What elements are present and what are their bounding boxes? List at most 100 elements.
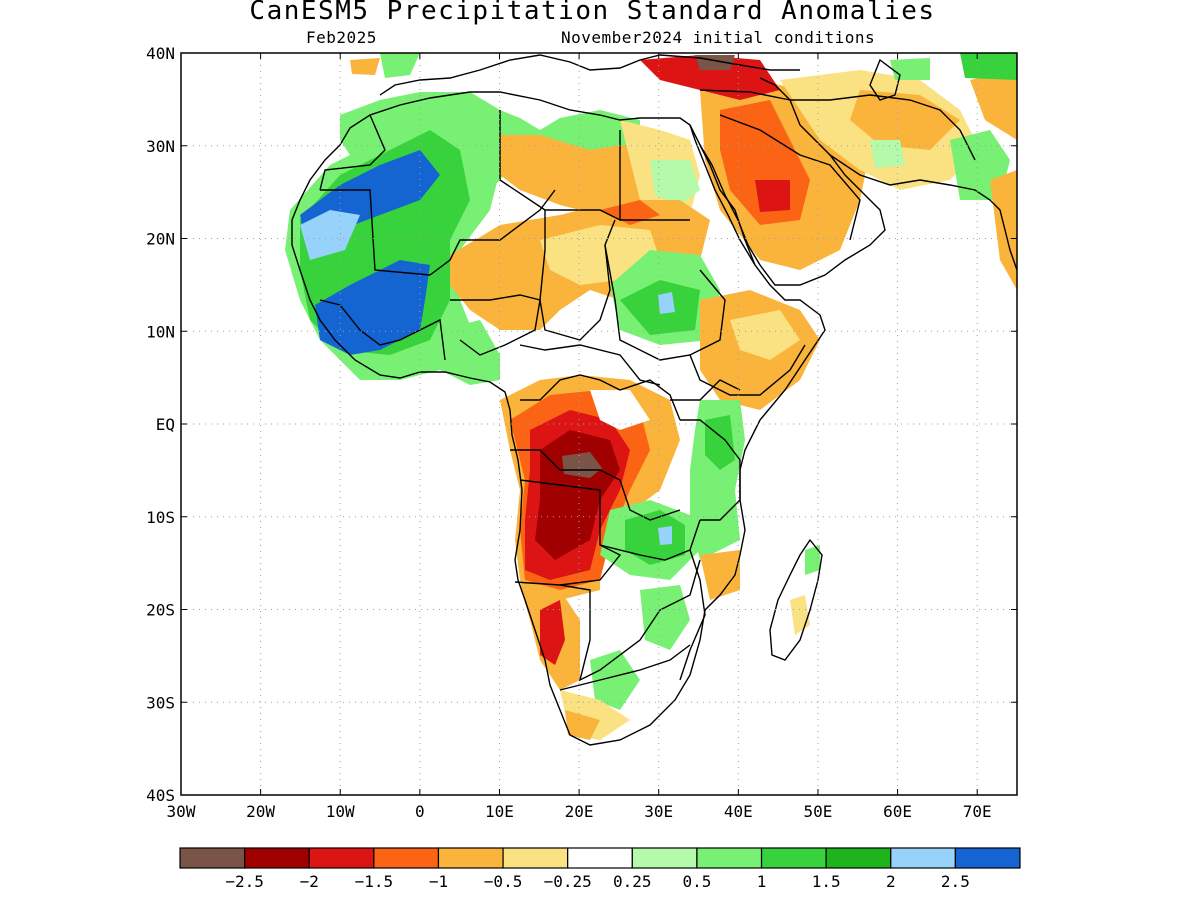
anomaly-cape-orange: [565, 710, 600, 740]
map-grid: [181, 53, 1017, 795]
border-cameroon-car: [519, 344, 661, 386]
lat-tick-label: 20N: [146, 230, 175, 249]
border-drc-south: [510, 449, 681, 521]
colorbar-label: 0.25: [613, 872, 652, 891]
coastlines: [291, 54, 1017, 746]
anomaly-europe-green: [380, 53, 420, 78]
anomaly-west-africa-lightblue: [300, 210, 360, 260]
colorbar-label: −0.25: [544, 872, 592, 891]
colorbar-label: 1.5: [812, 872, 841, 891]
colorbar-swatch: [825, 847, 892, 869]
border-algeria-mali: [320, 189, 431, 276]
anomaly-east-africa-dark: [705, 415, 735, 470]
lat-tick-label: EQ: [156, 415, 175, 434]
border-mali-niger: [429, 189, 556, 276]
border-turkey-syria: [699, 89, 791, 101]
lon-tick-label: 20W: [246, 802, 275, 821]
anomaly-namibia-red: [540, 600, 565, 665]
anomaly-madagascar-green: [805, 545, 820, 575]
border-caspian: [869, 58, 901, 101]
colorbar-swatch: [696, 847, 763, 869]
anomaly-caucasus-green: [890, 58, 930, 80]
europe-coastline: [379, 54, 800, 96]
colorbar-swatch: [760, 847, 827, 869]
colorbar-swatch: [308, 847, 375, 869]
lon-tick-label: 40E: [724, 802, 753, 821]
border-congo-drc: [520, 374, 681, 421]
anomaly-iran-orange: [850, 90, 960, 150]
colorbar-swatch: [954, 847, 1021, 869]
border-south-africa: [559, 644, 691, 691]
anomaly-horn-yellow: [730, 310, 800, 360]
lon-tick-label: 10E: [485, 802, 514, 821]
border-morocco-algeria: [319, 114, 386, 191]
border-west-africa-small: [319, 299, 446, 361]
lat-tick-label: 30N: [146, 137, 175, 156]
africa-coastline: [291, 91, 826, 746]
colorbar-label: 1: [757, 872, 767, 891]
anomaly-europe-orange: [350, 58, 380, 75]
colorbar-label: −0.5: [484, 872, 523, 891]
colorbar-legend: −2.5 −2 −1.5 −1 −0.5 −0.25 0.25 0.5 1 1.5 2 2.5: [179, 847, 1021, 891]
anomaly-iran-green: [870, 140, 905, 168]
lat-tick-label: 40N: [146, 44, 175, 63]
madagascar-coastline: [769, 538, 823, 661]
anomaly-congo-white: [590, 390, 650, 430]
colorbar-label: 0.5: [682, 872, 711, 891]
anomaly-madagascar-yellow: [790, 595, 810, 635]
anomaly-central-asia-green: [960, 53, 1017, 80]
lon-tick-label: 0: [415, 802, 425, 821]
lon-tick-label: 30E: [644, 802, 673, 821]
colorbar-swatch: [567, 847, 633, 869]
border-nigeria: [450, 294, 541, 356]
anomaly-central-brown: [562, 452, 602, 478]
anomaly-arabia-red: [755, 180, 790, 212]
anomaly-mozambique-orange: [700, 550, 740, 600]
red-sea-coast: [689, 124, 756, 266]
border-angola: [514, 479, 622, 586]
colorbar-swatch: [244, 847, 310, 869]
colorbar-swatch: [179, 847, 246, 869]
border-namibia-botswana: [559, 559, 701, 682]
border-libya: [499, 110, 621, 222]
lon-tick-label: 20E: [565, 802, 594, 821]
lon-tick-label: 10W: [326, 802, 355, 821]
anomaly-chad-orange: [600, 200, 660, 225]
map-title: CanESM5 Precipitation Standard Anomalies: [249, 0, 936, 26]
colorbar-swatch: [502, 847, 569, 869]
lon-tick-label: 60E: [883, 802, 912, 821]
valid-month-label: Feb2025: [306, 28, 377, 47]
lon-tick-label: 70E: [963, 802, 992, 821]
border-zambia: [599, 519, 701, 561]
axis-ticks: [180, 52, 1017, 796]
anomaly-gulf-guinea-green: [440, 320, 500, 385]
iran-coastline: [829, 154, 1017, 271]
border-tanzania: [680, 419, 741, 521]
axis-tick-labels: 30W 20W 10W 0 10E 20E 30E 40E 50E 60E 70E 40N 30N 20N…: [146, 44, 992, 821]
colorbar-label: −1.5: [355, 872, 394, 891]
lat-tick-label: 10N: [146, 322, 175, 341]
anomaly-botswana-green: [640, 585, 690, 650]
border-sudan: [604, 244, 726, 361]
colorbar-label: −1: [429, 872, 448, 891]
anomaly-zambia-dark: [625, 510, 685, 565]
anomaly-sinai-green: [650, 160, 700, 205]
lon-tick-label: 50E: [803, 802, 832, 821]
colorbar-label: −2.5: [225, 872, 264, 891]
anomaly-field: [285, 53, 1017, 740]
border-arabia: [719, 114, 861, 241]
border-ethiopia: [689, 344, 806, 396]
border-mozambique: [679, 549, 706, 681]
anomaly-pakistan-orange: [970, 70, 1017, 140]
colorbar-swatch: [437, 847, 504, 869]
lat-tick-label: 10S: [146, 508, 175, 527]
border-iran: [790, 94, 976, 161]
anomaly-central-darkred: [535, 430, 620, 560]
border-kenya-uganda: [670, 379, 741, 401]
anomaly-zambia-lightblue: [658, 526, 672, 545]
border-chad: [539, 210, 616, 341]
colorbar-label: −2: [300, 872, 319, 891]
lat-tick-label: 40S: [146, 786, 175, 805]
anomaly-india-orange: [990, 170, 1017, 290]
